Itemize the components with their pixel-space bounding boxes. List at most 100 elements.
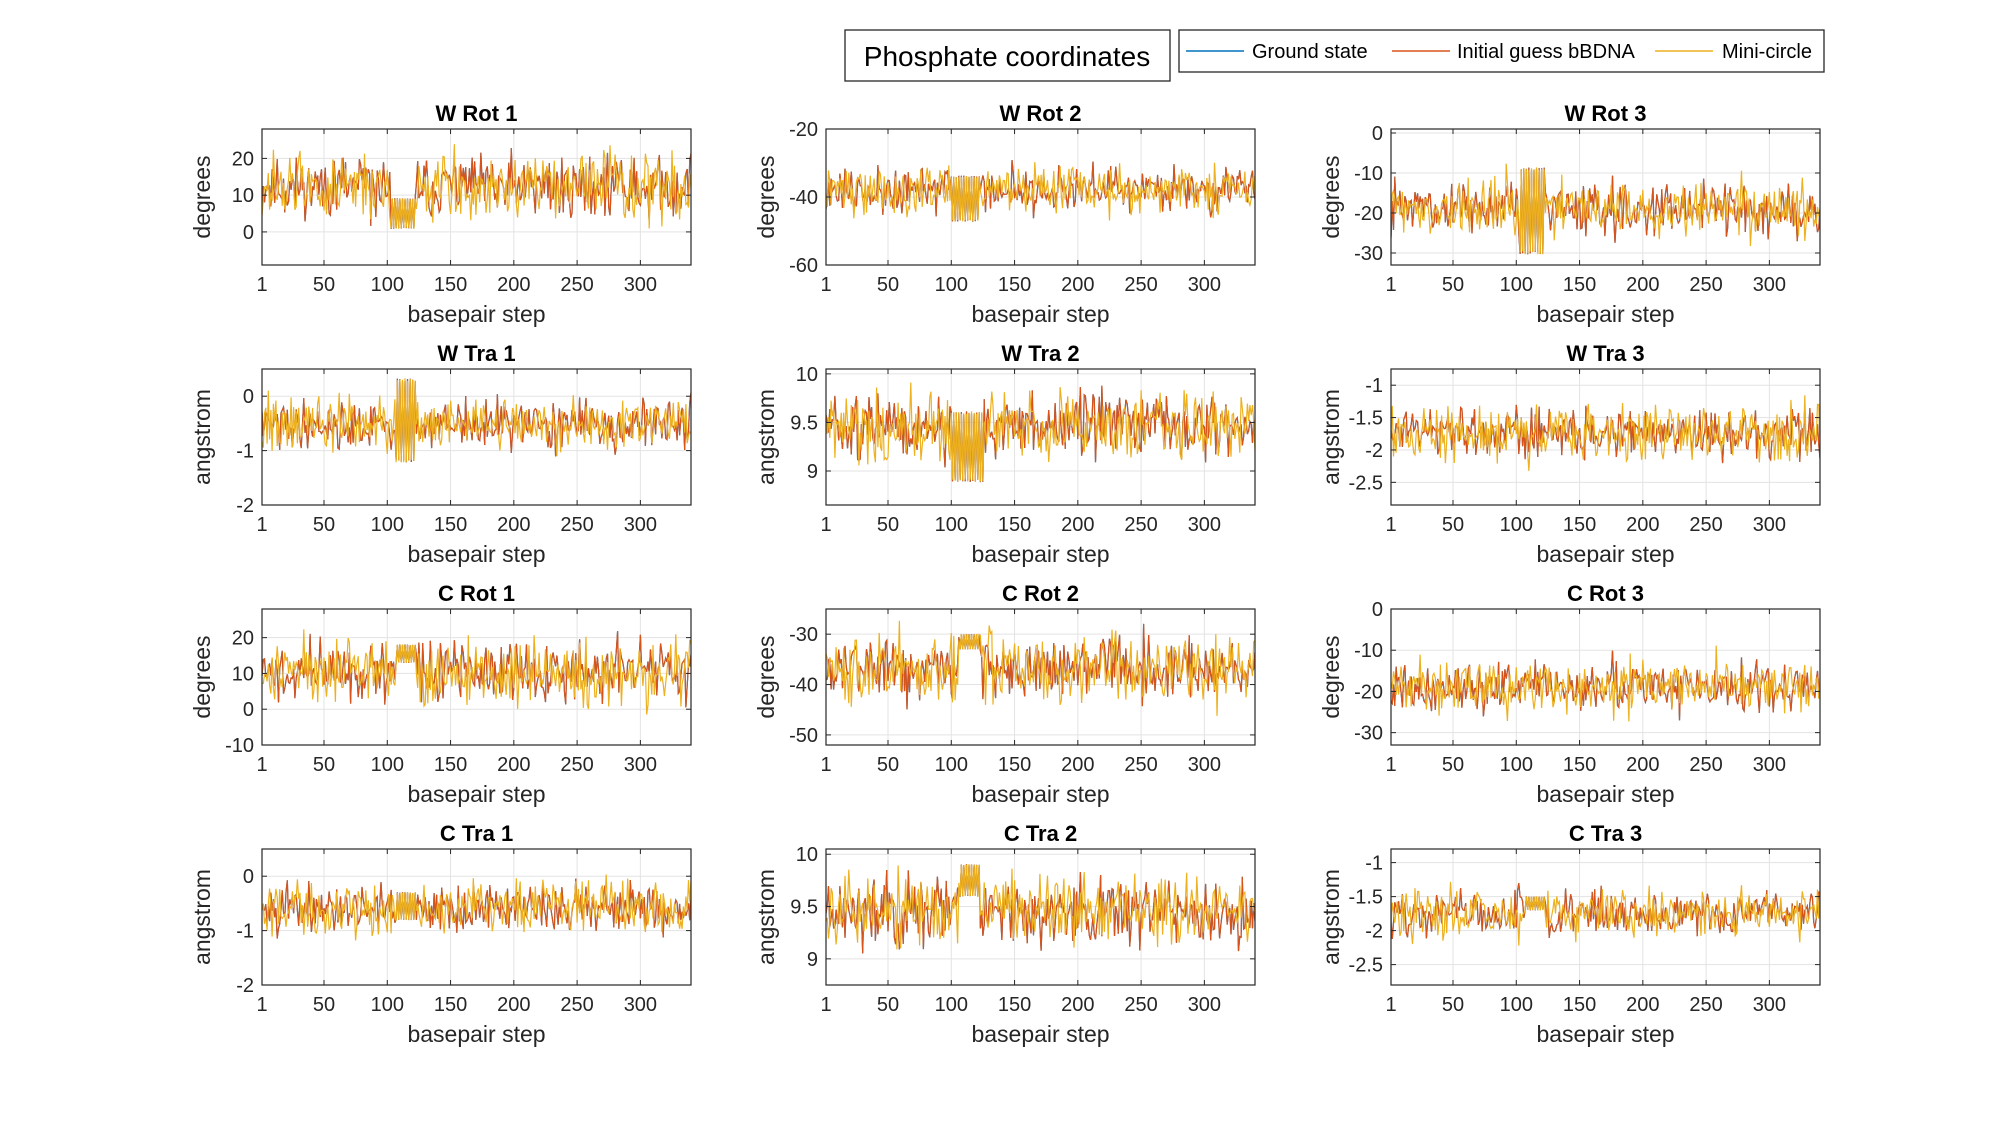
x-tick-label: 50 (1442, 274, 1464, 296)
x-axis-label: basepair step (407, 301, 545, 327)
x-axis-label: basepair step (971, 301, 1109, 327)
x-tick-label: 300 (1753, 514, 1786, 536)
x-tick-label: 1 (256, 754, 267, 776)
x-axis-label: basepair step (1536, 541, 1674, 567)
series-line-mini-circle (1391, 395, 1820, 471)
y-tick-label: -20 (789, 119, 818, 141)
legend-label-ground-state: Ground state (1252, 41, 1368, 63)
x-tick-label: 150 (434, 994, 467, 1016)
x-tick-label: 1 (820, 514, 831, 536)
subplot-title: W Rot 3 (1565, 101, 1647, 126)
x-tick-label: 300 (1188, 754, 1221, 776)
y-axis-label: degrees (1318, 155, 1344, 238)
x-axis-label: basepair step (1536, 301, 1674, 327)
y-tick-label: -30 (789, 624, 818, 646)
subplot-title: W Tra 1 (437, 341, 515, 366)
x-axis-label: basepair step (1536, 1021, 1674, 1047)
x-axis-label: basepair step (407, 1021, 545, 1047)
y-tick-label: 0 (1372, 599, 1383, 621)
y-tick-label: -40 (789, 675, 818, 697)
y-tick-label: -20 (1354, 203, 1383, 225)
x-tick-label: 300 (624, 514, 657, 536)
x-tick-label: 300 (624, 274, 657, 296)
subplot-title: W Tra 3 (1566, 341, 1644, 366)
x-tick-label: 300 (1753, 754, 1786, 776)
y-tick-label: -2.5 (1349, 472, 1383, 494)
x-tick-label: 200 (1626, 754, 1659, 776)
x-tick-label: 200 (1626, 994, 1659, 1016)
x-tick-label: 1 (1385, 754, 1396, 776)
y-tick-label: -20 (1354, 681, 1383, 703)
x-tick-label: 300 (1188, 994, 1221, 1016)
y-axis-label: degrees (189, 635, 215, 718)
y-axis-label: degrees (1318, 635, 1344, 718)
y-tick-label: -60 (789, 255, 818, 277)
y-axis-label: degrees (189, 155, 215, 238)
x-tick-label: 200 (497, 274, 530, 296)
subplot-title: W Tra 2 (1001, 341, 1079, 366)
x-tick-label: 250 (1124, 754, 1157, 776)
subplot-c-tra-3: 1 50 100 150 200 250 300-2.5-2-1.5-1C Tra 3bas… (1318, 821, 1821, 1047)
x-tick-label: 50 (313, 994, 335, 1016)
x-tick-label: 200 (1626, 274, 1659, 296)
x-tick-label: 250 (560, 514, 593, 536)
x-tick-label: 200 (1061, 994, 1094, 1016)
series-line-mini-circle (826, 162, 1255, 222)
y-axis-label: angstrom (189, 869, 215, 965)
series-line-mini-circle (1391, 163, 1820, 255)
y-axis-label: angstrom (1318, 869, 1344, 965)
y-tick-label: 20 (232, 628, 254, 650)
axes-box (1390, 848, 1821, 986)
x-tick-label: 300 (624, 994, 657, 1016)
x-tick-label: 50 (1442, 994, 1464, 1016)
y-tick-label: -1 (1365, 375, 1383, 397)
x-tick-label: 50 (313, 754, 335, 776)
axes-box (261, 128, 692, 266)
series-line-mini-circle (826, 864, 1255, 950)
y-tick-label: -10 (225, 735, 254, 757)
series-line-mini-circle (262, 378, 691, 463)
subplot-title: C Rot 1 (438, 581, 515, 606)
x-tick-label: 100 (1500, 994, 1533, 1016)
x-tick-label: 50 (877, 274, 899, 296)
x-tick-label: 100 (371, 274, 404, 296)
x-axis-label: basepair step (971, 1021, 1109, 1047)
y-tick-label: -1.5 (1349, 408, 1383, 430)
y-tick-label: -2 (1365, 440, 1383, 462)
x-tick-label: 150 (998, 754, 1031, 776)
x-tick-label: 250 (1124, 994, 1157, 1016)
y-tick-label: -50 (789, 725, 818, 747)
axes-box (261, 608, 692, 746)
y-tick-label: 0 (243, 386, 254, 408)
series-line-mini-circle (262, 629, 691, 715)
x-tick-label: 250 (1689, 274, 1722, 296)
y-axis-label: angstrom (753, 869, 779, 965)
axes-box (1390, 608, 1821, 746)
x-tick-label: 150 (434, 274, 467, 296)
y-tick-label: -2 (236, 495, 254, 517)
series-line-initial-guess-bbdna (262, 878, 691, 939)
x-tick-label: 150 (1563, 274, 1596, 296)
x-tick-label: 150 (1563, 994, 1596, 1016)
x-tick-label: 1 (820, 754, 831, 776)
x-tick-label: 50 (877, 754, 899, 776)
y-tick-label: -2 (1365, 921, 1383, 943)
legend-label-initial-guess: Initial guess bBDNA (1457, 41, 1636, 63)
x-tick-label: 1 (1385, 514, 1396, 536)
x-tick-label: 300 (1753, 994, 1786, 1016)
legend: Ground state Initial guess bBDNA Mini-ci… (1178, 29, 1825, 73)
y-tick-label: -30 (1354, 723, 1383, 745)
figure-title: Phosphate coordinates (864, 41, 1150, 72)
legend-label-mini-circle: Mini-circle (1722, 41, 1812, 63)
y-tick-label: 10 (232, 663, 254, 685)
x-tick-label: 150 (998, 274, 1031, 296)
x-tick-label: 250 (560, 994, 593, 1016)
